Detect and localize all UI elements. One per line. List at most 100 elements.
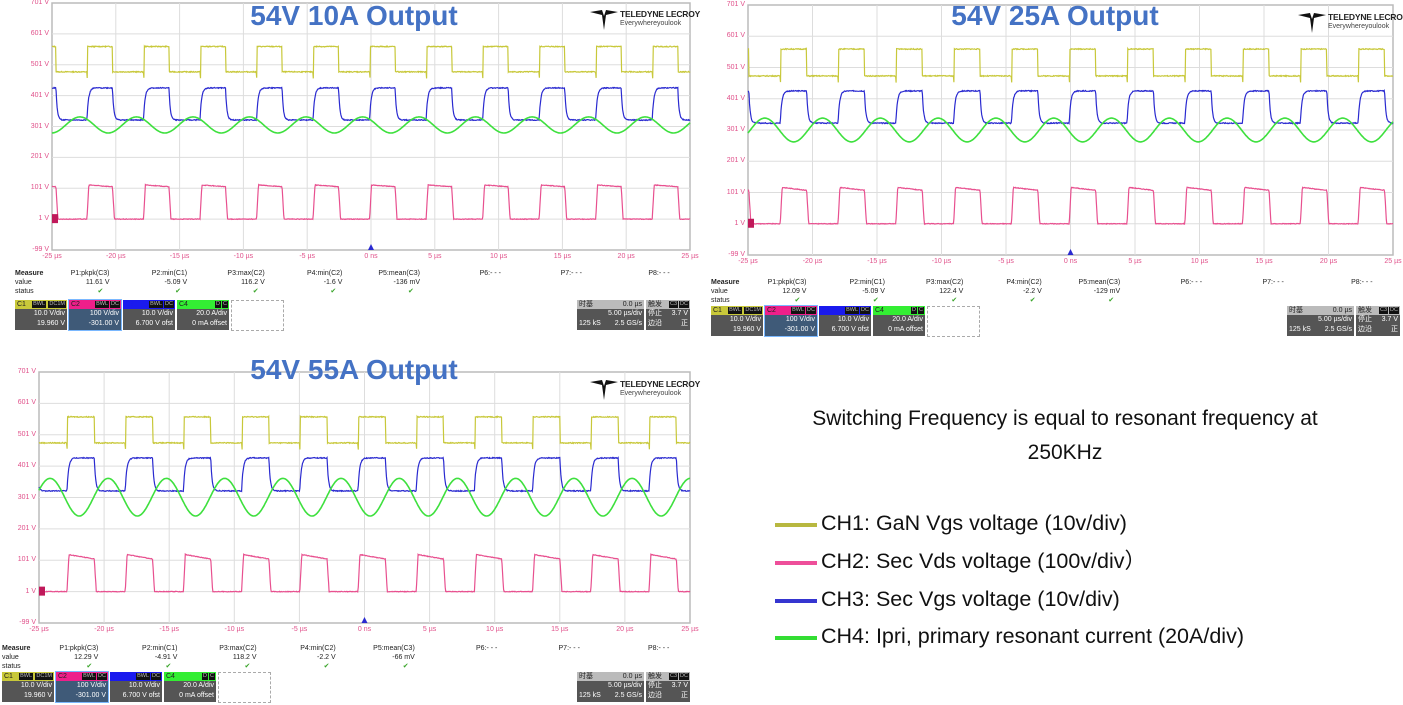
measure-param-label[interactable]: P3:max(C2) — [219, 645, 257, 652]
trigger-type: 边沿 — [648, 320, 662, 327]
x-tick-label: 15 µs — [1255, 258, 1273, 265]
trigger-label: 触发 — [1358, 307, 1372, 314]
trigger-tag: DC — [1389, 307, 1399, 314]
lecroy-logo-icon — [590, 380, 618, 400]
c2-ground-marker[interactable] — [52, 214, 58, 224]
c2-ground-marker[interactable] — [39, 586, 45, 596]
measure-param-value: 116.2 V — [241, 279, 265, 286]
measure-param-label[interactable]: P3:max(C2) — [925, 279, 964, 286]
measure-param-label[interactable]: P7:- - - — [560, 270, 582, 277]
trigger-position-marker[interactable] — [361, 617, 368, 623]
measure-param-label[interactable]: P7:- - - — [558, 645, 580, 652]
trigger-box[interactable]: 触发 C3 DC 停止 3.7 V 边沿 正 — [646, 300, 690, 330]
measure-param-label[interactable]: P7:- - - — [1262, 279, 1284, 286]
channel-box-c3[interactable]: C3 BWL DC 10.0 V/div 6.700 V ofst — [819, 306, 871, 336]
status-check-icon: ✔ — [97, 288, 104, 295]
panel-title: 54V 25A Output — [951, 0, 1159, 31]
timebase-scale: 5.00 µs/div — [608, 310, 642, 317]
timebase-box[interactable]: 时基 0.0 µs 5.00 µs/div 125 kS 2.5 GS/s — [577, 300, 644, 330]
measure-param-label[interactable]: P8:- - - — [647, 645, 670, 652]
measure-param-label[interactable]: P4:min(C2) — [1006, 279, 1042, 286]
measure-param-label[interactable]: P1:pkpk(C3) — [767, 279, 807, 286]
teledyne-lecroy-logo: TELEDYNE LECROY Everywhereyoulook — [590, 8, 700, 32]
channel-tag: C — [222, 301, 228, 308]
measure-param-label[interactable]: P8:- - - — [648, 270, 670, 277]
channel-tag: C — [209, 673, 215, 680]
channel-offset: -301.00 V — [75, 692, 106, 699]
channel-box-c2[interactable]: C2 BWL DC 100 V/div -301.00 V — [55, 671, 109, 703]
channel-box-c1[interactable]: C1 BWL DC1M 10.0 V/div 19.960 V — [2, 672, 54, 702]
channel-tag: DC — [110, 301, 120, 308]
c2-ground-marker[interactable] — [748, 218, 754, 228]
channel-tag: DC — [151, 673, 161, 680]
channel-offset: -301.00 V — [88, 320, 119, 327]
trigger-mode: 停止 — [1358, 316, 1372, 323]
trigger-type: 边沿 — [1358, 326, 1372, 333]
trace-c1 — [51, 44, 691, 79]
trigger-tag: DC — [679, 673, 689, 680]
channel-scale: 20.0 A/div — [892, 316, 923, 323]
channel-scale: 100 V/div — [76, 682, 106, 689]
channel-box-c4[interactable]: C4 D C 20.0 A/div 0 mA offset — [164, 672, 216, 702]
measure-param-label[interactable]: P5:mean(C3) — [1078, 279, 1121, 286]
note-line-2: 250KHz — [1027, 441, 1103, 464]
legend-swatch — [775, 636, 817, 640]
channel-tag: D — [911, 307, 917, 314]
trigger-tag: C3 — [668, 673, 678, 680]
measure-param-label[interactable]: P4:min(C2) — [300, 645, 336, 652]
waveform-plot — [747, 4, 1394, 256]
trigger-box[interactable]: 触发 C3 DC 停止 3.7 V 边沿 正 — [646, 672, 690, 702]
measure-param-label[interactable]: P2:min(C1) — [142, 645, 178, 652]
measure-param-label[interactable]: P6:- - - — [479, 270, 501, 277]
measure-param-label[interactable]: P8:- - - — [1351, 279, 1373, 286]
empty-channel-slot[interactable] — [218, 672, 271, 703]
measure-row-value: value — [2, 654, 19, 661]
measure-param-label[interactable]: P3:max(C2) — [227, 270, 265, 277]
x-tick-label: -15 µs — [169, 253, 190, 260]
status-check-icon: ✔ — [1029, 297, 1036, 304]
channel-box-c3[interactable]: C3 BWL DC 10.0 V/div 6.700 V ofst — [123, 300, 175, 330]
channel-scale: 10.0 V/div — [33, 310, 65, 317]
channel-scale: 10.0 V/div — [128, 682, 160, 689]
channel-box-c2[interactable]: C2 BWL DC 100 V/div -301.00 V — [764, 305, 818, 337]
trace-c2 — [38, 552, 691, 594]
channel-tag: DC — [860, 307, 870, 314]
channel-box-c3[interactable]: C3 BWL DC 10.0 V/div 6.700 V ofst — [110, 672, 162, 702]
trigger-position-marker[interactable] — [1067, 249, 1074, 255]
logo-tagline: Everywhereyoulook — [620, 390, 682, 397]
channel-box-c4[interactable]: C4 D C 20.0 A/div 0 mA offset — [873, 306, 925, 336]
channel-tag: BWL — [82, 673, 96, 680]
channel-offset: 0 mA offset — [888, 326, 923, 333]
timebase-scale: 5.00 µs/div — [608, 682, 642, 689]
trace-c4 — [747, 117, 1394, 143]
status-check-icon: ✔ — [330, 288, 337, 295]
trigger-position-marker[interactable] — [368, 244, 374, 250]
measure-param-label[interactable]: P5:mean(C3) — [378, 270, 420, 277]
channel-box-c2[interactable]: C2 BWL DC 100 V/div -301.00 V — [68, 299, 122, 331]
measure-param-label[interactable]: P2:min(C1) — [849, 279, 885, 286]
measure-param-label[interactable]: P1:pkpk(C3) — [59, 645, 99, 652]
measure-param-label[interactable]: P1:pkpk(C3) — [70, 270, 110, 277]
channel-name: C4 — [875, 307, 884, 314]
lecroy-logo-icon — [590, 10, 618, 30]
channel-tag: DC — [164, 301, 174, 308]
timebase-box[interactable]: 时基 0.0 µs 5.00 µs/div 125 kS 2.5 GS/s — [577, 672, 644, 702]
timebase-delay: 0.0 µs — [622, 673, 642, 680]
empty-channel-slot[interactable] — [231, 300, 284, 331]
empty-channel-slot[interactable] — [927, 306, 980, 337]
trigger-mode: 停止 — [648, 682, 662, 689]
channel-box-c4[interactable]: C4 D C 20.0 A/div 0 mA offset — [177, 300, 229, 330]
measure-param-label[interactable]: P6:- - - — [475, 645, 498, 652]
channel-box-c1[interactable]: C1 BWL DC1M 10.0 V/div 19.960 V — [711, 306, 763, 336]
timebase-box[interactable]: 时基 0.0 µs 5.00 µs/div 125 kS 2.5 GS/s — [1287, 306, 1354, 336]
measure-param-label[interactable]: P2:min(C1) — [151, 270, 188, 277]
channel-box-c1[interactable]: C1 BWL DC1M 10.0 V/div 19.960 V — [15, 300, 67, 330]
timebase-label: 时基 — [579, 673, 593, 680]
measure-param-label[interactable]: P5:mean(C3) — [373, 645, 415, 652]
y-tick-label: 1 V — [25, 587, 36, 595]
trigger-box[interactable]: 触发 C3 DC 停止 3.7 V 边沿 正 — [1356, 306, 1400, 336]
channel-tag: C — [918, 307, 924, 314]
measure-param-label[interactable]: P4:min(C2) — [306, 270, 343, 277]
trigger-tag: DC — [679, 301, 689, 308]
measure-param-label[interactable]: P6:- - - — [1180, 279, 1203, 286]
